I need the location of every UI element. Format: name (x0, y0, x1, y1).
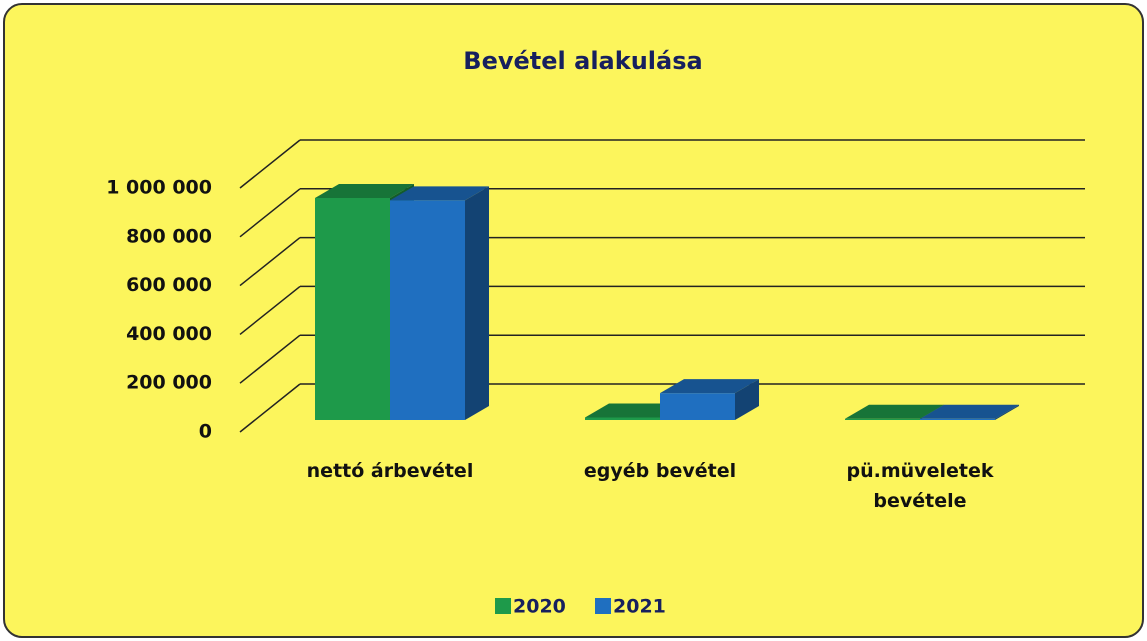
bar-face (920, 404, 1019, 419)
bar-face (465, 186, 489, 420)
bar-face (660, 379, 759, 394)
bar-face (845, 418, 920, 420)
bar-face (390, 200, 465, 420)
y-tick-label: 600 000 (126, 274, 212, 296)
chart-area (3, 3, 1144, 638)
y-tick-label: 800 000 (126, 225, 212, 247)
grid-diagonal (239, 237, 301, 287)
bar (390, 186, 489, 420)
grid-diagonal (239, 285, 301, 335)
bar-face (585, 417, 660, 420)
bar-face (390, 186, 489, 201)
bar-face (735, 379, 759, 420)
grid-diagonal (239, 188, 301, 238)
x-tick-label: egyéb bevétel (583, 460, 737, 482)
y-tick-label: 400 000 (126, 323, 212, 345)
legend-swatch (595, 598, 611, 614)
grid-diagonal (239, 139, 301, 189)
bar (920, 404, 1019, 420)
y-tick-label: 0 (199, 421, 212, 443)
bar-face (920, 418, 995, 420)
legend-swatch (495, 598, 511, 614)
x-tick-label: nettó árbevétel (306, 460, 474, 482)
x-tick-label: pü.müveletek bevétele (846, 460, 994, 512)
chart-title: Bevétel alakulása (463, 47, 702, 75)
bar-face (660, 393, 735, 420)
y-tick-label: 1 000 000 (106, 177, 212, 199)
bar-face (315, 197, 390, 420)
grid-diagonal (239, 334, 301, 384)
bar-face (315, 183, 414, 198)
bar-face (995, 404, 1019, 420)
y-tick-label: 200 000 (126, 372, 212, 394)
bar (660, 379, 759, 420)
legend-label: 2021 (613, 596, 666, 618)
bar-face (585, 403, 684, 418)
legend-label: 2020 (513, 596, 566, 618)
bar-face (845, 404, 944, 419)
grid-diagonal (239, 383, 301, 433)
